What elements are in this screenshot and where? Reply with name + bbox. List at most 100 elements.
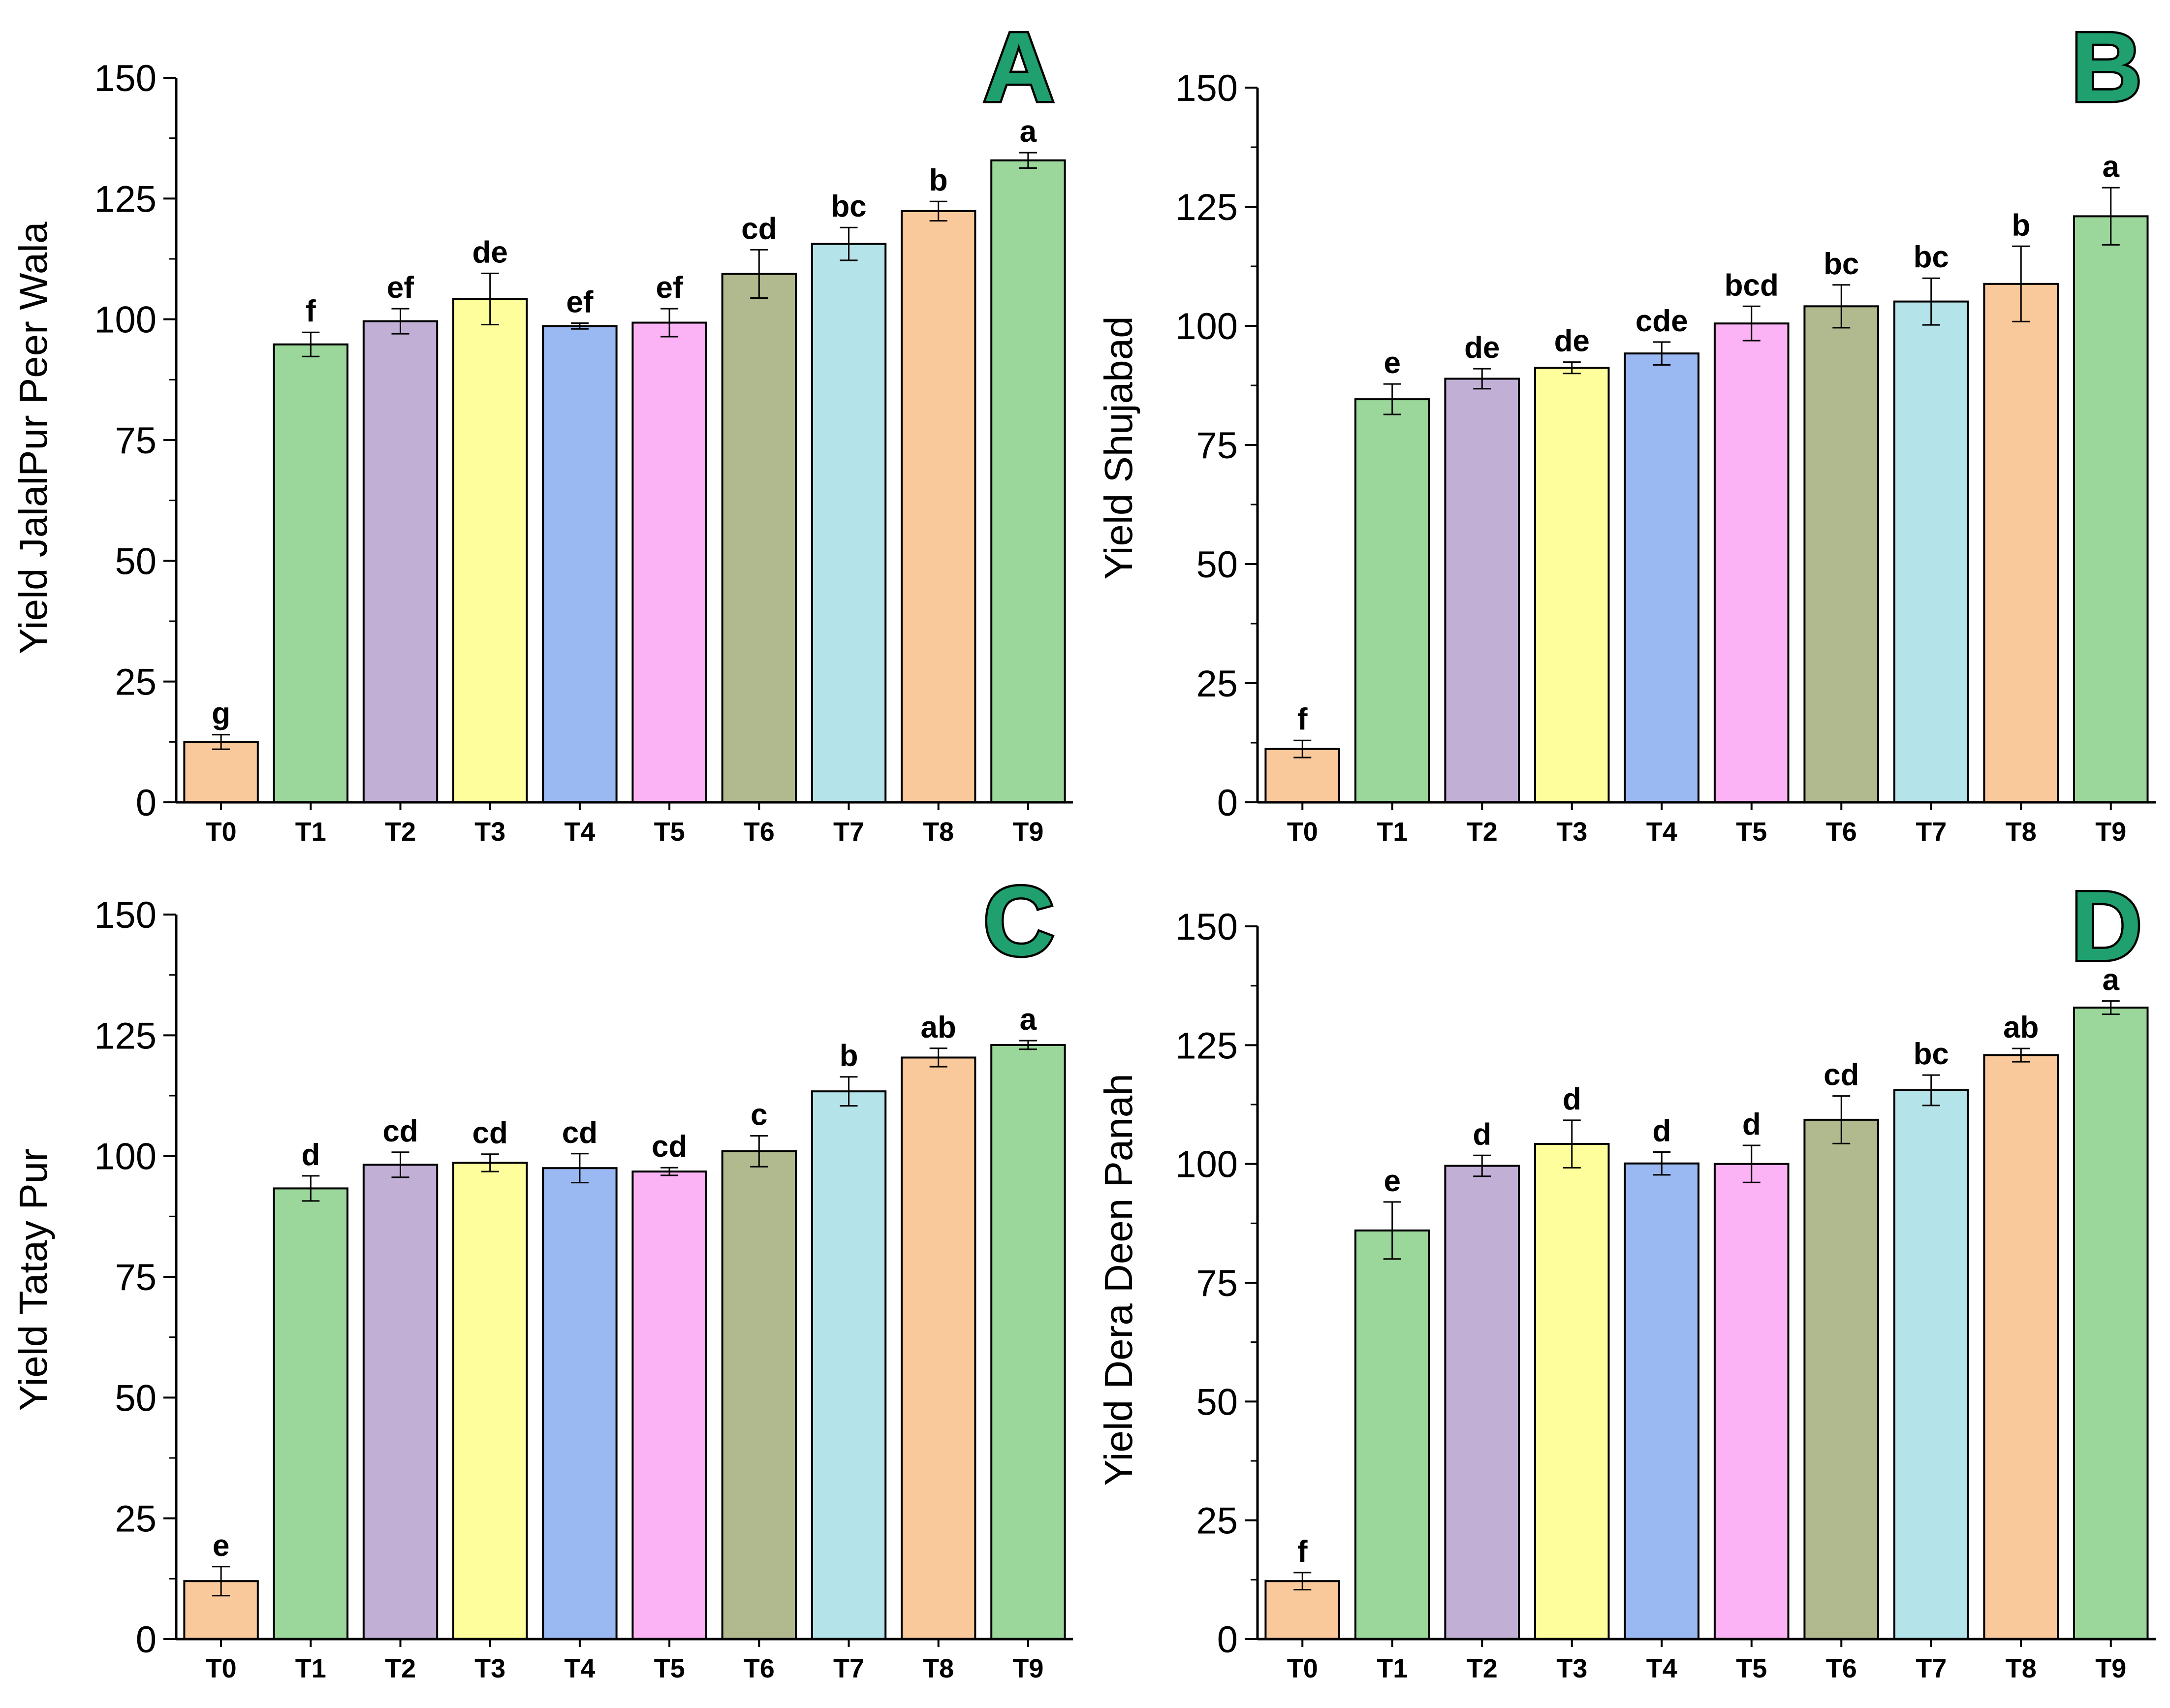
x-tick-label: T8 — [923, 817, 954, 847]
x-tick-label: T5 — [654, 1654, 685, 1683]
x-tick-label: T3 — [474, 817, 505, 847]
x-tick-label: T0 — [206, 817, 237, 847]
y-tick-label: 0 — [136, 1619, 157, 1661]
significance-label: b — [929, 163, 948, 197]
bar-t0 — [1264, 1580, 1340, 1640]
significance-label: cd — [1824, 1058, 1859, 1092]
y-tick-label: 75 — [1196, 1263, 1238, 1304]
x-tick-label: T6 — [744, 1654, 775, 1683]
x-tick-label: T6 — [744, 817, 775, 847]
x-tick-label: T7 — [833, 817, 864, 847]
significance-label: f — [1297, 702, 1308, 736]
y-tick-label: 25 — [115, 662, 157, 703]
significance-label: cd — [652, 1130, 687, 1164]
y-tick-label: 75 — [115, 420, 157, 462]
significance-label: d — [301, 1138, 320, 1172]
x-tick-label: T1 — [1377, 1654, 1408, 1683]
bar-t3 — [452, 298, 528, 803]
significance-label: g — [212, 697, 230, 731]
y-axis-title: Yield Shujabad — [1097, 316, 1140, 579]
bar-t4 — [542, 325, 618, 803]
bar-t4 — [1624, 352, 1699, 803]
significance-label: f — [1297, 1535, 1308, 1569]
significance-label: a — [1020, 1003, 1037, 1037]
significance-label: de — [472, 235, 508, 269]
x-tick-label: T2 — [1467, 1654, 1498, 1683]
significance-label: bc — [1824, 247, 1859, 281]
x-tick-label: T7 — [1916, 1654, 1947, 1683]
panel-letter: A — [983, 12, 1054, 122]
y-tick-label: 25 — [1196, 1500, 1238, 1542]
bar-t3 — [452, 1162, 528, 1640]
significance-label: c — [751, 1098, 767, 1132]
x-tick-label: T9 — [2095, 817, 2126, 847]
bar-t6 — [721, 1150, 797, 1640]
x-tick-label: T2 — [385, 1654, 416, 1683]
x-tick-label: T5 — [1736, 1654, 1767, 1683]
bar-t2 — [362, 320, 439, 803]
x-tick-label: T4 — [564, 1654, 595, 1683]
y-tick-label: 125 — [94, 178, 157, 220]
bar-t8 — [901, 1056, 976, 1640]
y-tick-label: 50 — [115, 1377, 157, 1419]
y-tick-label: 50 — [115, 540, 157, 582]
significance-label: e — [213, 1529, 229, 1563]
bar-t9 — [2073, 215, 2149, 803]
significance-label: cd — [741, 212, 777, 246]
y-tick-label: 25 — [115, 1498, 157, 1540]
significance-label: bc — [831, 190, 866, 223]
bar-t2 — [1444, 1165, 1520, 1640]
bar-t6 — [721, 273, 797, 803]
y-tick-label: 100 — [94, 299, 157, 341]
significance-label: ef — [656, 271, 683, 305]
significance-label: ef — [387, 271, 414, 305]
significance-label: ab — [2003, 1011, 2039, 1044]
y-tick-label: 100 — [1175, 306, 1238, 348]
bar-t6 — [1803, 305, 1879, 803]
y-axis-title: Yield Tatay Pur — [11, 1148, 55, 1411]
panel-c: e T0 d T1 cd T2 cd T3 cd T4 cd T5 c T6 b T7 ab T8 a T9 0 25 50… — [11, 864, 1073, 1683]
panel-a: g T0 f T1 ef T2 de T3 ef T4 ef T5 cd T6 bc T7 b T8 a T9 0 25 5… — [11, 10, 1073, 847]
significance-label: de — [1554, 324, 1590, 358]
significance-label: e — [1384, 346, 1401, 380]
x-tick-label: T1 — [1377, 817, 1408, 847]
y-tick-label: 75 — [115, 1257, 157, 1298]
significance-label: f — [306, 294, 316, 328]
x-tick-label: T6 — [1826, 817, 1857, 847]
x-tick-label: T8 — [923, 1654, 954, 1683]
y-tick-label: 50 — [1196, 1381, 1238, 1423]
significance-label: cd — [472, 1116, 508, 1150]
x-tick-label: T1 — [295, 1654, 326, 1683]
x-tick-label: T6 — [1826, 1654, 1857, 1683]
bar-t1 — [273, 343, 348, 803]
x-tick-label: T0 — [206, 1654, 237, 1683]
bar-t3 — [1534, 367, 1610, 803]
significance-label: a — [1020, 115, 1037, 149]
significance-label: d — [1742, 1107, 1761, 1141]
x-tick-label: T1 — [295, 817, 326, 847]
x-tick-label: T5 — [1736, 817, 1767, 847]
y-tick-label: 150 — [94, 58, 157, 99]
x-tick-label: T3 — [1556, 817, 1587, 847]
panel-letter: B — [2071, 12, 2142, 122]
bar-t4 — [542, 1167, 618, 1640]
significance-label: cd — [562, 1116, 598, 1150]
y-tick-label: 0 — [1217, 1619, 1238, 1661]
x-tick-label: T4 — [1646, 1654, 1677, 1683]
x-tick-label: T5 — [654, 817, 685, 847]
significance-label: ab — [921, 1011, 956, 1044]
significance-label: bc — [1914, 240, 1949, 274]
bar-t8 — [1983, 283, 2059, 803]
x-tick-label: T8 — [2006, 817, 2037, 847]
y-axis-title: Yield Dera Deen Panah — [1097, 1074, 1140, 1486]
significance-label: e — [1384, 1164, 1401, 1198]
x-tick-label: T7 — [1916, 817, 1947, 847]
bar-t2 — [1444, 378, 1520, 803]
y-tick-label: 0 — [136, 782, 157, 824]
bar-t7 — [1893, 300, 1969, 803]
y-axis-title: Yield JalalPur Peer Wala — [11, 221, 55, 654]
y-tick-label: 125 — [94, 1015, 157, 1057]
y-tick-label: 100 — [94, 1136, 157, 1178]
x-tick-label: T4 — [1646, 817, 1677, 847]
